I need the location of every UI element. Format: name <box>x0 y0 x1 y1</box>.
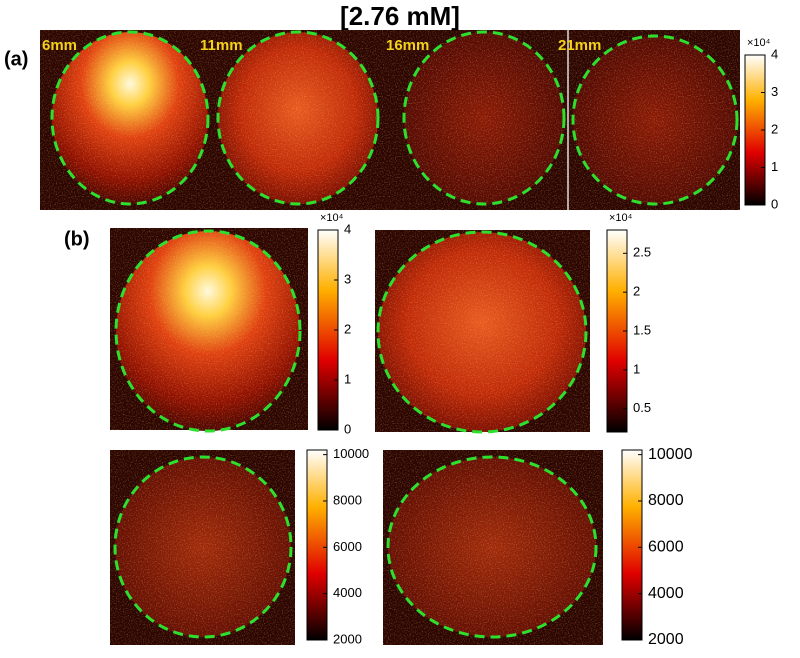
distance-label: 21mm <box>558 37 601 54</box>
roi-outline <box>114 229 302 433</box>
colorbar-tick-label: 4 <box>344 221 351 236</box>
colorbar-tick-label: 1.5 <box>633 322 651 337</box>
colorbar-tick-label: 3 <box>344 271 351 286</box>
colorbar-tick-label: 2.5 <box>633 245 651 260</box>
colorbar-tick-label: 0.5 <box>633 400 651 415</box>
colorbar-multiplier: ×10⁴ <box>747 37 771 49</box>
colorbar-tick-label: 2 <box>771 121 778 136</box>
roi-outline <box>386 455 598 639</box>
distance-label: 16mm <box>386 37 429 54</box>
colorbar-tick-label: 0 <box>344 421 351 436</box>
distance-label: 6mm <box>42 37 77 54</box>
heatmap-image <box>375 230 590 434</box>
colorbar-multiplier: ×10⁴ <box>609 212 633 224</box>
roi-outline <box>216 30 380 206</box>
roi-outline <box>402 30 566 206</box>
colorbar-tick-label: 1 <box>771 159 778 174</box>
noise <box>383 450 603 645</box>
noise <box>40 30 740 210</box>
colorbar-tick-label: 4000 <box>648 585 684 602</box>
heatmap-image <box>110 450 295 645</box>
colorbar-tick-label: 1 <box>633 361 640 376</box>
colorbar-tick-label: 4 <box>771 46 778 61</box>
colorbar-tick-label: 6000 <box>333 539 362 554</box>
heatmap-image <box>110 228 308 433</box>
roi-outline <box>113 455 293 639</box>
colorbar-tick-label: 6000 <box>648 539 684 556</box>
heatmap-image <box>383 450 603 645</box>
colorbar-tick-label: 10000 <box>648 446 693 463</box>
noise <box>375 230 590 432</box>
colorbar <box>306 449 328 641</box>
distance-label: 11mm <box>200 37 243 54</box>
colorbar-tick-label: 2 <box>344 321 351 336</box>
colorbar-tick-label: 8000 <box>648 492 684 509</box>
colorbar-tick-label: 2000 <box>648 631 684 648</box>
colorbar-tick-label: 4000 <box>333 585 362 600</box>
figure-title: [2.76 mM] <box>340 1 460 31</box>
colorbar <box>621 449 643 641</box>
colorbar-tick-label: 3 <box>771 84 778 99</box>
colorbar-tick-label: 1 <box>344 371 351 386</box>
roi-outline <box>50 30 210 206</box>
colorbar-tick-label: 2000 <box>333 631 362 646</box>
noise <box>110 450 295 645</box>
panel-label: (a) <box>4 48 28 70</box>
colorbar-tick-label: 10000 <box>333 446 369 461</box>
roi-outline <box>571 34 739 206</box>
colorbar-tick-label: 2 <box>633 284 640 299</box>
colorbar-tick-label: 8000 <box>333 492 362 507</box>
heatmap-image <box>40 30 740 210</box>
colorbar-multiplier: ×10⁴ <box>320 212 344 224</box>
panel-label: (b) <box>64 228 90 250</box>
colorbar-tick-label: 0 <box>771 196 778 211</box>
roi-outline <box>376 230 588 434</box>
